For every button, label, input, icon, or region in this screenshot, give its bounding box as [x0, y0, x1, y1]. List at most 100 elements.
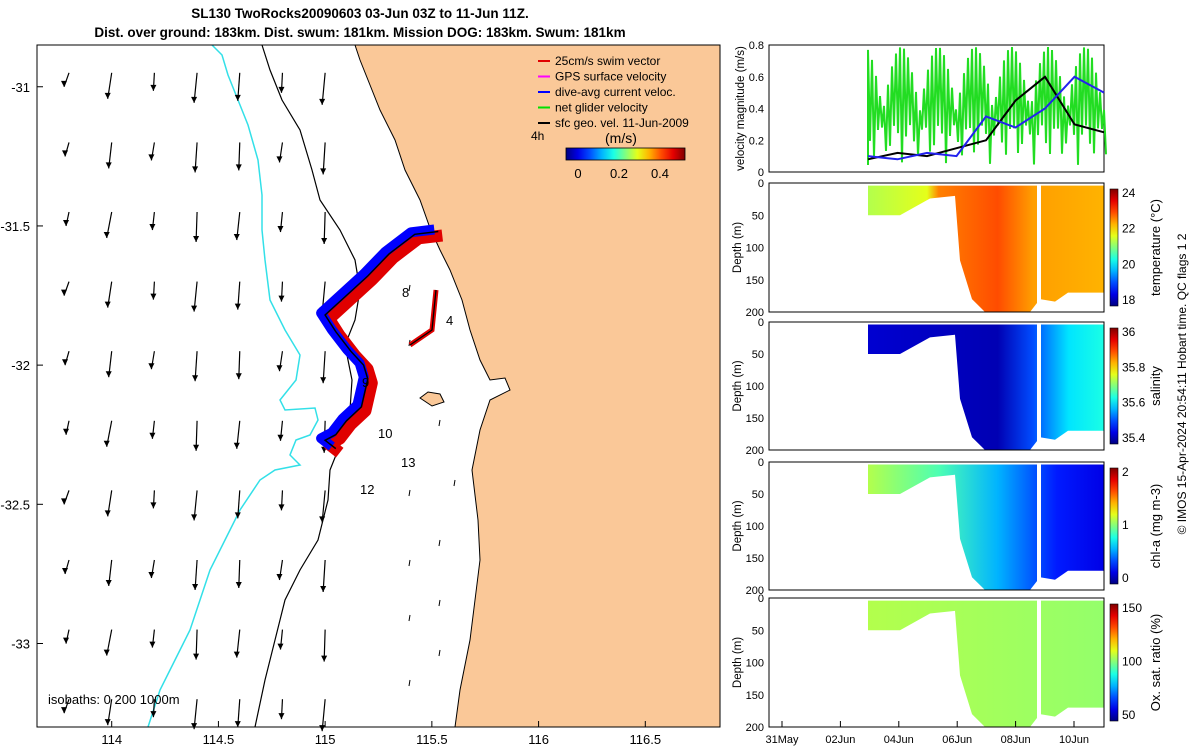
depth-tick: 100	[746, 658, 764, 670]
current-arrow	[320, 142, 327, 175]
current-arrow	[191, 72, 198, 103]
velocity-tick: 0.6	[749, 72, 764, 84]
y-tick-label: -32.5	[0, 497, 30, 512]
colorbar-tick: 100	[1122, 655, 1142, 669]
velocity-tick: 0	[758, 167, 764, 179]
current-arrow	[149, 420, 156, 439]
depth-tick: 150	[746, 413, 764, 425]
colorbar	[1109, 188, 1119, 307]
current-arrow	[276, 351, 284, 372]
profile-panel-chla: 0 50 100 150 200 Depth (m) 0 1 2 chl-a (mg m-3)	[732, 457, 1163, 597]
profile-field	[868, 185, 1104, 312]
colorbar-tick: 50	[1122, 708, 1136, 722]
current-arrow	[148, 351, 155, 370]
current-arrow	[63, 420, 70, 435]
date-axis: 31May 02Jun 04Jun 06Jun 08Jun 10Jun	[765, 721, 1089, 746]
current-arrow	[62, 559, 70, 575]
current-vector-band	[316, 224, 435, 451]
date-tick-label: 04Jun	[884, 734, 914, 746]
colorbar-tick: 0	[574, 166, 581, 181]
colorbar	[1109, 603, 1119, 722]
depth-tick: 200	[746, 722, 764, 734]
current-arrow	[62, 142, 70, 157]
current-arrow	[191, 281, 198, 312]
current-arrow	[321, 629, 328, 662]
x-tick-label: 115	[315, 732, 336, 747]
current-arrow	[149, 211, 156, 231]
current-arrow	[61, 490, 70, 505]
chart-subtitle: Dist. over ground: 183km. Dist. swum: 18…	[94, 25, 626, 40]
current-arrow	[150, 490, 157, 509]
colorbar-label: temperature (°C)	[1148, 199, 1163, 296]
current-arrow	[408, 679, 411, 687]
depth-label: Depth (m)	[732, 500, 744, 551]
data-gap	[1037, 598, 1041, 727]
current-arrow	[192, 351, 199, 382]
colorbar-tick: 22	[1122, 222, 1136, 236]
depth-tick: 0	[758, 178, 764, 190]
depth-tick: 0	[758, 317, 764, 329]
x-tick-label: 115.5	[416, 732, 448, 747]
depth-label: Depth (m)	[732, 222, 744, 273]
glider-track	[323, 230, 439, 450]
current-arrow	[104, 699, 113, 726]
current-arrow	[61, 698, 70, 714]
profile-field	[868, 464, 1104, 590]
current-arrow	[105, 142, 113, 169]
depth-tick: 150	[746, 553, 764, 565]
depth-tick: 100	[746, 521, 764, 533]
current-arrow	[193, 629, 200, 660]
depth-tick: 200	[746, 307, 764, 319]
depth-label: Depth (m)	[732, 637, 744, 688]
current-arrow	[234, 72, 241, 101]
land-mass	[354, 44, 721, 728]
current-arrow	[277, 629, 284, 650]
data-gap	[1037, 322, 1041, 450]
colorbar-tick: 18	[1122, 293, 1136, 307]
current-arrow	[61, 72, 70, 88]
current-arrow	[192, 559, 199, 591]
colorbar-unit: (m/s)	[605, 130, 637, 146]
x-tick-label: 116.5	[630, 732, 662, 747]
colorbar	[1109, 467, 1119, 585]
colorbar-label: Ox. sat. ratio (%)	[1148, 614, 1163, 712]
current-arrow	[235, 351, 242, 380]
velocity-tick: 0.2	[749, 135, 764, 147]
current-arrow	[103, 420, 113, 447]
depth-tick: 50	[752, 349, 764, 361]
current-arrow	[277, 420, 284, 441]
current-arrow	[193, 420, 200, 451]
velocity-tick: 0.4	[749, 104, 764, 116]
depth-label: Depth (m)	[732, 360, 744, 411]
colorbar-label: chl-a (mg m-3)	[1148, 484, 1163, 569]
colorbar-tick: 0	[1122, 571, 1129, 585]
current-arrow	[62, 351, 70, 366]
current-arrow	[63, 629, 70, 644]
date-tick-label: 06Jun	[942, 734, 972, 746]
colorbar-label: salinity	[1148, 366, 1163, 406]
panel-frame	[768, 597, 1105, 728]
current-arrow	[319, 72, 326, 105]
current-arrow	[235, 559, 242, 589]
current-arrow	[438, 539, 441, 547]
velocity-series-line	[867, 75, 1105, 161]
time-marker: 4h	[531, 129, 544, 143]
current-arrow	[438, 419, 441, 427]
day-label: 13	[401, 455, 415, 470]
day-label: 8	[402, 285, 409, 300]
legend-label: sfc geo. vel. 11-Jun-2009	[555, 116, 689, 130]
current-arrow	[408, 614, 411, 622]
depth-tick: 0	[758, 593, 764, 605]
current-arrow	[276, 559, 284, 581]
footer-text: © IMOS 15-Apr-2024 20:54:11 Hobart time.…	[1175, 233, 1189, 534]
current-arrow	[321, 212, 328, 245]
current-arrow	[438, 599, 441, 607]
profile-panel-temperature: 0 50 100 150 200 Depth (m) 18 20 22 24 temperature…	[732, 178, 1163, 319]
colorbar-tick: 20	[1122, 257, 1136, 271]
colorbar-tick: 36	[1122, 325, 1136, 339]
day-label: 9	[362, 375, 369, 390]
colorbar-tick: 2	[1122, 465, 1129, 479]
date-tick-label: 10Jun	[1059, 734, 1089, 746]
